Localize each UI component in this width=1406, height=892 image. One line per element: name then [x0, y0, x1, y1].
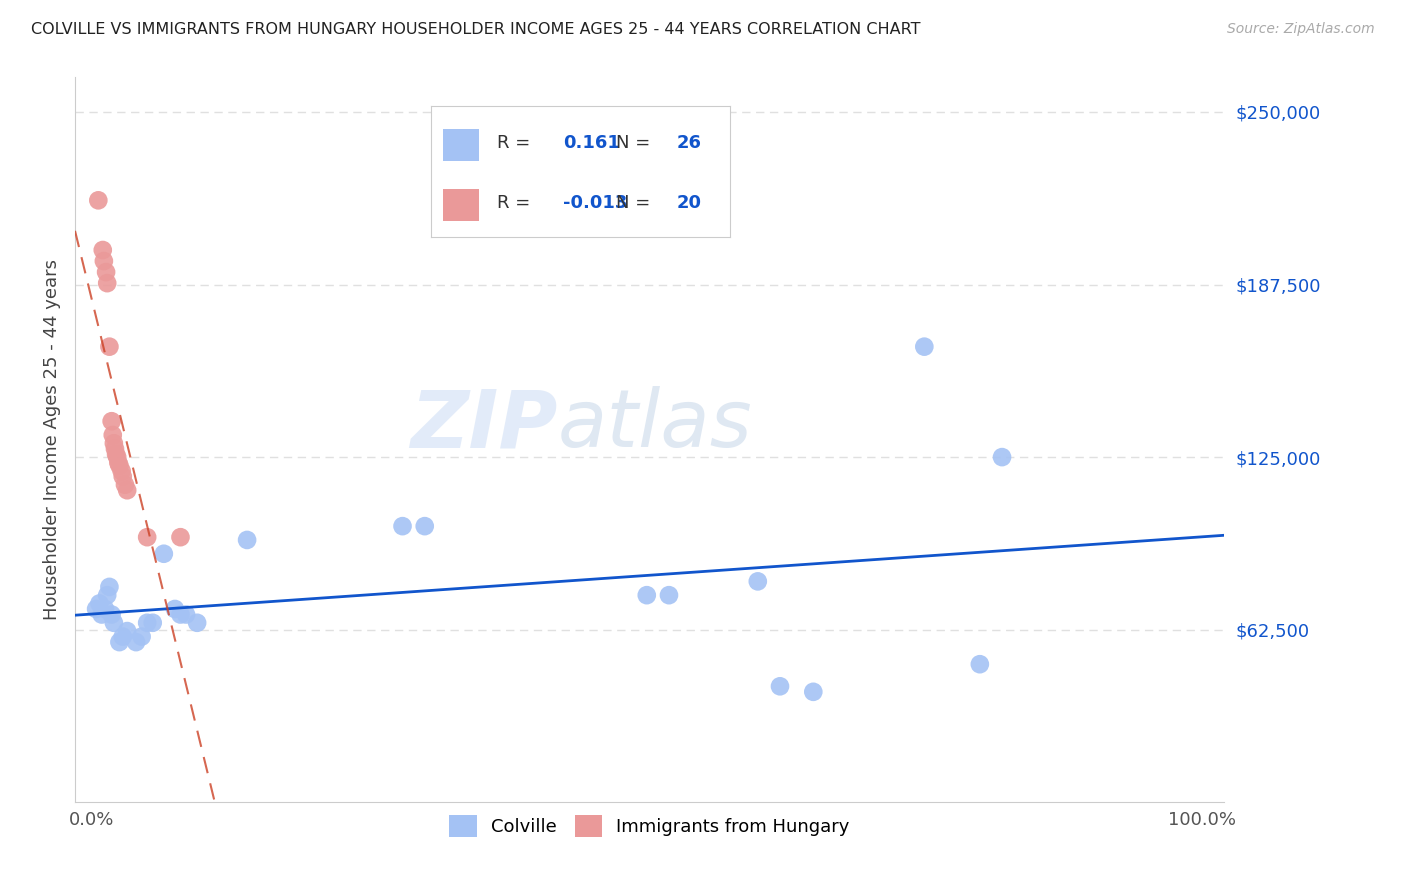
- Point: [912, 340, 935, 354]
- Point: [90, 607, 112, 622]
- Point: [111, 469, 134, 483]
- Point: [391, 519, 413, 533]
- Point: [747, 574, 769, 589]
- Point: [136, 530, 159, 544]
- Point: [236, 533, 259, 547]
- Point: [105, 450, 128, 464]
- Point: [100, 607, 122, 622]
- Point: [98, 340, 121, 354]
- Point: [163, 602, 186, 616]
- Point: [969, 657, 991, 672]
- Point: [101, 428, 124, 442]
- Point: [91, 243, 114, 257]
- Text: atlas: atlas: [558, 386, 752, 465]
- Point: [169, 530, 191, 544]
- Point: [186, 615, 208, 630]
- Point: [96, 588, 118, 602]
- Point: [93, 254, 115, 268]
- Point: [104, 442, 127, 456]
- Y-axis label: Householder Income Ages 25 - 44 years: Householder Income Ages 25 - 44 years: [44, 260, 60, 620]
- Point: [174, 607, 197, 622]
- Point: [100, 414, 122, 428]
- Point: [108, 635, 131, 649]
- Point: [87, 194, 110, 208]
- Point: [115, 624, 138, 638]
- Point: [107, 456, 129, 470]
- Point: [103, 436, 125, 450]
- Point: [769, 679, 792, 693]
- Point: [801, 685, 824, 699]
- Point: [125, 635, 148, 649]
- Legend: Colville, Immigrants from Hungary: Colville, Immigrants from Hungary: [443, 807, 856, 844]
- Point: [115, 483, 138, 498]
- Point: [84, 602, 107, 616]
- Point: [636, 588, 658, 602]
- Point: [142, 615, 165, 630]
- Point: [108, 458, 131, 473]
- Point: [96, 276, 118, 290]
- Point: [413, 519, 436, 533]
- Text: COLVILLE VS IMMIGRANTS FROM HUNGARY HOUSEHOLDER INCOME AGES 25 - 44 YEARS CORREL: COLVILLE VS IMMIGRANTS FROM HUNGARY HOUS…: [31, 22, 921, 37]
- Point: [114, 477, 136, 491]
- Point: [153, 547, 176, 561]
- Point: [94, 265, 117, 279]
- Text: ZIP: ZIP: [411, 386, 558, 465]
- Point: [105, 447, 128, 461]
- Point: [131, 630, 153, 644]
- Point: [991, 450, 1014, 464]
- Point: [111, 464, 134, 478]
- Point: [169, 607, 191, 622]
- Point: [111, 630, 134, 644]
- Point: [658, 588, 681, 602]
- Point: [136, 615, 159, 630]
- Point: [89, 597, 111, 611]
- Point: [103, 615, 125, 630]
- Point: [98, 580, 121, 594]
- Text: Source: ZipAtlas.com: Source: ZipAtlas.com: [1227, 22, 1375, 37]
- Point: [94, 602, 117, 616]
